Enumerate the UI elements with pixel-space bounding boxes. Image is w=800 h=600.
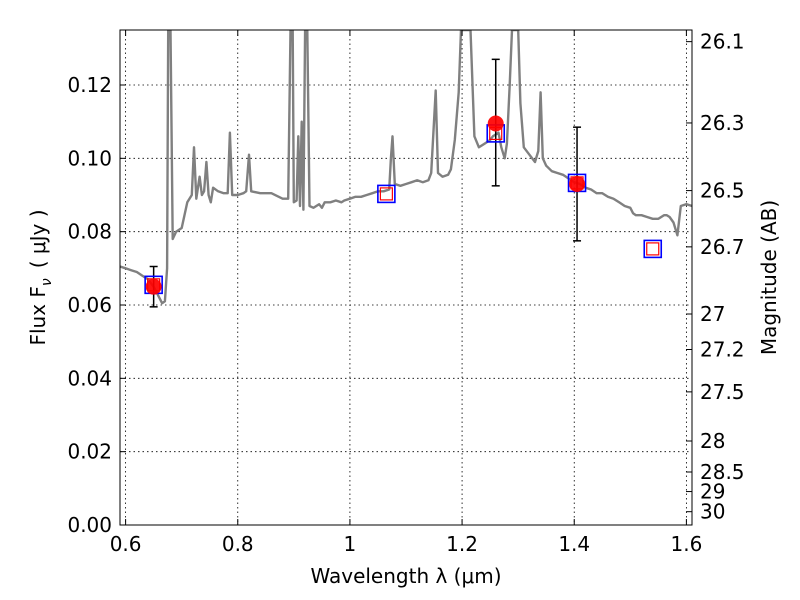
y-tick-label: 0.12 [67, 73, 112, 97]
y2-tick-label: 30 [700, 500, 725, 524]
x-tick-label: 1 [344, 532, 357, 556]
y2-tick-label: 29 [700, 480, 725, 504]
axis-ticks: 0.6 0.8 1 1.2 1.4 1.6 0.00 0.02 0.04 0.06 0.08 0.10… [67, 30, 744, 556]
y2-tick-label: 26.1 [700, 30, 745, 54]
y-axis-label-unit: ( μJy ) [26, 209, 50, 268]
y2-tick-label: 27.2 [700, 338, 745, 362]
observed-point [145, 278, 162, 295]
x-tick-label: 1.4 [558, 532, 590, 556]
model-marker-outer [643, 239, 663, 259]
y-tick-label: 0.02 [67, 440, 112, 464]
model-marker-outer [377, 184, 396, 204]
y2-tick-label: 26.7 [700, 235, 745, 259]
y-tick-label: 0.06 [67, 293, 112, 317]
y2-axis-label: Magnitude (AB) [757, 200, 781, 355]
model-marker-inner [379, 187, 393, 201]
x-axis-label: Wavelength λ (μm) [310, 564, 501, 588]
model-marker-inner [646, 242, 660, 256]
y2-tick-label: 26.3 [700, 111, 745, 135]
y-tick-label: 0.04 [67, 366, 112, 390]
y-tick-label: 0.10 [67, 146, 112, 170]
y-axis-label-main: Flux F [26, 286, 50, 345]
y2-tick-label: 27 [700, 302, 725, 326]
y2-tick-label: 28 [700, 429, 725, 453]
x-tick-label: 0.6 [110, 532, 142, 556]
x-tick-label: 1.2 [446, 532, 478, 556]
grid [120, 30, 692, 526]
x-tick-label: 1.6 [670, 532, 702, 556]
y2-tick-label: 26.5 [700, 179, 745, 203]
plot-frame [119, 29, 693, 526]
svg-text:Flux Fν( μJy ): Flux Fν ( μJy ) [26, 209, 55, 345]
y-axis-label-subscript: ν [39, 278, 55, 286]
spectrum-line [120, 30, 692, 305]
x-tick-label: 0.8 [222, 532, 254, 556]
plot-area [120, 30, 692, 308]
y2-tick-label: 28.5 [700, 460, 745, 484]
y2-tick-label: 27.5 [700, 380, 745, 404]
observed-point [487, 115, 504, 132]
observed-point [569, 176, 586, 192]
y-axis-label: Flux Fν ( μJy ) [26, 209, 55, 345]
y-tick-label: 0.00 [67, 513, 112, 537]
y-tick-label: 0.08 [67, 220, 112, 244]
